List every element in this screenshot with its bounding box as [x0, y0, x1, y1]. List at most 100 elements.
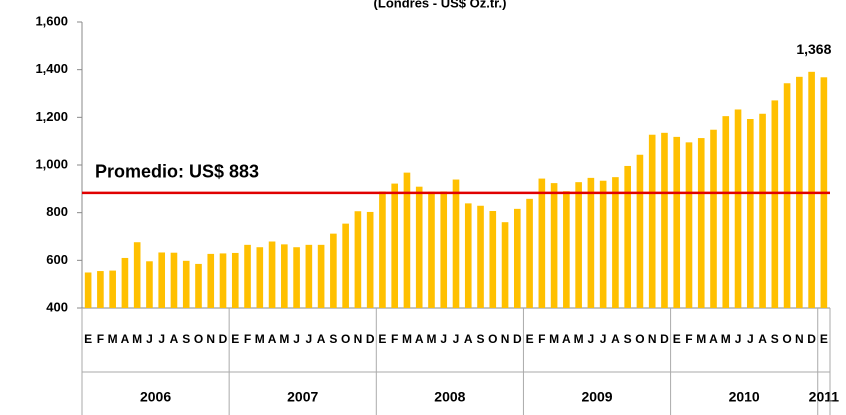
bar	[808, 71, 815, 308]
y-tick-label: 1,200	[35, 109, 68, 124]
bar	[330, 233, 337, 308]
bar	[121, 257, 129, 308]
x-tick-label: D	[366, 332, 375, 346]
bar	[84, 272, 92, 308]
x-tick-label: A	[611, 332, 620, 346]
bar	[624, 165, 631, 308]
y-tick-label: 800	[46, 204, 68, 219]
x-tick-label: E	[820, 332, 828, 346]
bar	[697, 138, 705, 308]
x-tick-label: M	[721, 332, 731, 346]
x-group-label: 2009	[581, 389, 612, 405]
bar	[428, 191, 435, 308]
bar	[207, 253, 215, 308]
bar	[244, 244, 251, 308]
bar	[268, 241, 276, 308]
bar	[501, 222, 509, 308]
x-tick-label: M	[255, 332, 265, 346]
x-group-label: 2011	[809, 389, 840, 405]
bar	[293, 247, 300, 308]
x-tick-label: E	[378, 332, 386, 346]
bar	[133, 242, 141, 308]
bar	[146, 261, 153, 308]
x-tick-label: M	[696, 332, 706, 346]
bar	[710, 129, 717, 308]
bar	[636, 154, 644, 308]
x-tick-label: M	[402, 332, 412, 346]
x-tick-label: F	[97, 332, 104, 346]
x-tick-label: F	[685, 332, 692, 346]
x-tick-label: N	[501, 332, 510, 346]
x-tick-label: S	[182, 332, 190, 346]
bar	[746, 119, 754, 308]
bar	[97, 271, 104, 308]
x-group-label: 2006	[140, 389, 171, 405]
x-tick-label: O	[782, 332, 791, 346]
bar	[195, 263, 202, 308]
bar	[648, 134, 656, 308]
x-tick-label: A	[709, 332, 718, 346]
bar	[783, 83, 791, 308]
x-tick-label: A	[415, 332, 424, 346]
reference-label: Promedio: US$ 883	[95, 162, 259, 182]
bar	[771, 100, 779, 308]
x-tick-label: J	[146, 332, 153, 346]
x-group-label: 2008	[434, 389, 465, 405]
x-tick-label: N	[206, 332, 215, 346]
bar	[366, 211, 374, 308]
bar	[305, 244, 313, 308]
x-tick-label: E	[231, 332, 239, 346]
x-tick-label: M	[549, 332, 559, 346]
x-tick-label: J	[158, 332, 165, 346]
bar	[477, 205, 484, 308]
x-tick-label: M	[426, 332, 436, 346]
bar	[158, 252, 166, 308]
bar	[219, 253, 227, 308]
x-tick-label: N	[648, 332, 657, 346]
x-tick-label: S	[771, 332, 779, 346]
bar	[526, 198, 533, 308]
x-tick-label: D	[219, 332, 228, 346]
bar	[170, 252, 178, 308]
x-tick-label: E	[673, 332, 681, 346]
x-group-label: 2007	[287, 389, 318, 405]
x-tick-label: M	[279, 332, 289, 346]
x-tick-label: D	[660, 332, 669, 346]
x-tick-label: A	[268, 332, 277, 346]
chart-subtitle: (Londres - US$ Oz.tr.)	[374, 0, 507, 10]
x-tick-label: E	[84, 332, 92, 346]
x-tick-label: J	[600, 332, 607, 346]
bar	[563, 191, 570, 308]
bar	[722, 116, 730, 309]
bar	[575, 182, 582, 308]
x-tick-label: J	[440, 332, 447, 346]
x-tick-label: A	[121, 332, 130, 346]
x-tick-label: J	[735, 332, 742, 346]
x-tick-label: A	[562, 332, 571, 346]
bar	[489, 210, 497, 308]
bar	[440, 191, 448, 308]
bar	[685, 142, 693, 308]
x-tick-label: F	[244, 332, 251, 346]
bar	[464, 203, 472, 308]
x-tick-label: A	[170, 332, 179, 346]
bar	[342, 223, 349, 308]
x-tick-label: A	[317, 332, 326, 346]
bar	[354, 211, 362, 308]
x-tick-label: O	[488, 332, 497, 346]
bar	[538, 178, 546, 308]
y-tick-label: 600	[46, 252, 68, 267]
bar	[599, 180, 607, 308]
bar	[587, 177, 595, 308]
bar	[550, 183, 558, 308]
y-tick-label: 1,000	[35, 156, 68, 171]
x-tick-label: A	[758, 332, 767, 346]
data-label: 1,368	[796, 41, 831, 57]
x-tick-label: S	[329, 332, 337, 346]
x-tick-label: J	[588, 332, 595, 346]
bar	[403, 172, 411, 308]
bar	[182, 260, 190, 308]
bar	[415, 186, 423, 308]
bar	[109, 270, 116, 308]
